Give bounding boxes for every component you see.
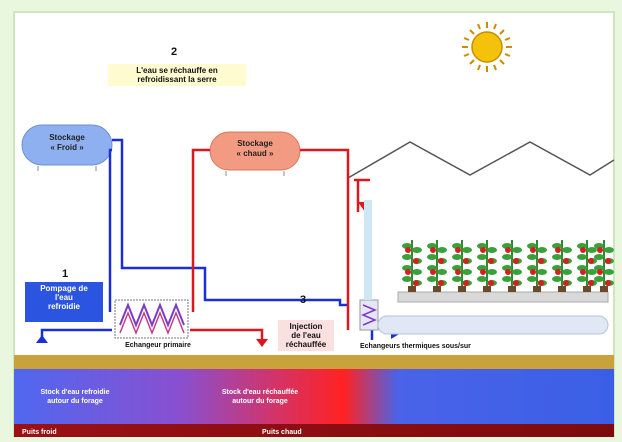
step-two-line2: refroidissant la serre <box>137 75 217 84</box>
cold-stock-label: Stock d'eau refroidie autour du forage <box>20 388 130 406</box>
tomato-plant-icon <box>552 240 572 292</box>
step-one-number: 1 <box>62 268 69 280</box>
tomato-plant-icon <box>594 240 614 292</box>
hot-tank-line2: « chaud » <box>236 149 274 158</box>
deep-layer <box>14 424 614 437</box>
step-three-line1: Injection <box>289 322 323 331</box>
tomato-plant-icon <box>427 240 447 292</box>
step-one-line3: refroidie <box>47 302 80 311</box>
step-three-line2: de l'eau <box>291 331 321 340</box>
heat-exchanger-icon <box>114 299 189 339</box>
hot-stock-label: Stock d'eau réchauffée autour du forage <box>205 388 315 406</box>
hot-tank-label: Stockage « chaud » <box>210 139 300 159</box>
cold-stock-line2: autour du forage <box>47 398 103 405</box>
aquifer-layer <box>14 369 614 424</box>
heat-exchanger-icon <box>359 299 379 331</box>
tomato-plants <box>402 240 614 292</box>
hot-pipe-network <box>190 148 370 340</box>
step-two-label: L'eau se réchauffe en refroidissant la s… <box>108 64 246 86</box>
hot-stock-line1: Stock d'eau réchauffée <box>221 389 299 396</box>
step-three-label: Injection de l'eau réchauffée <box>278 320 334 351</box>
arrow-icon <box>36 335 48 343</box>
hot-tank-line1: Stockage <box>237 139 273 148</box>
ground-layer <box>14 355 614 369</box>
cold-stock-line1: Stock d'eau refroidie <box>40 389 110 396</box>
hot-well-label: Puits chaud <box>262 429 302 436</box>
step-two-number: 2 <box>171 46 178 58</box>
plant-bench <box>397 291 609 303</box>
step-two-line1: L'eau se réchauffe en <box>136 66 218 75</box>
primary-exchanger-label: Echangeur primaire <box>125 342 191 349</box>
hot-stock-line2: autour du forage <box>232 398 288 405</box>
step-three-line3: réchauffée <box>285 340 327 349</box>
tomato-plant-icon <box>402 240 422 292</box>
greenhouse-roof <box>347 141 615 179</box>
tomato-plant-icon <box>527 240 547 292</box>
tomato-plant-icon <box>502 240 522 292</box>
cold-tank-label: Stockage « Froid » <box>22 133 112 153</box>
tomato-plant-icon <box>477 240 497 292</box>
step-one-label: Pompage de l'eau refroidie <box>25 282 103 322</box>
tomato-plant-icon <box>452 240 472 292</box>
cold-tank-line1: Stockage <box>49 133 85 142</box>
step-one-line1: Pompage de <box>40 284 88 293</box>
heat-exchanger-pipe <box>377 315 609 335</box>
step-one-line2: l'eau <box>55 293 73 302</box>
tomato-plant-icon <box>577 240 597 292</box>
solar-exchangers-label: Echangeurs thermiques sous/sur <box>360 343 471 350</box>
step-three-number: 3 <box>300 294 307 306</box>
hot-storage-tank <box>209 131 301 176</box>
cold-well-label: Puits froid <box>22 429 57 436</box>
greenhouse-wall <box>364 200 372 300</box>
cold-storage-tank <box>21 124 113 171</box>
sun-icon <box>462 22 512 72</box>
arrow-icon <box>256 339 268 347</box>
cold-tank-line2: « Froid » <box>50 143 84 152</box>
